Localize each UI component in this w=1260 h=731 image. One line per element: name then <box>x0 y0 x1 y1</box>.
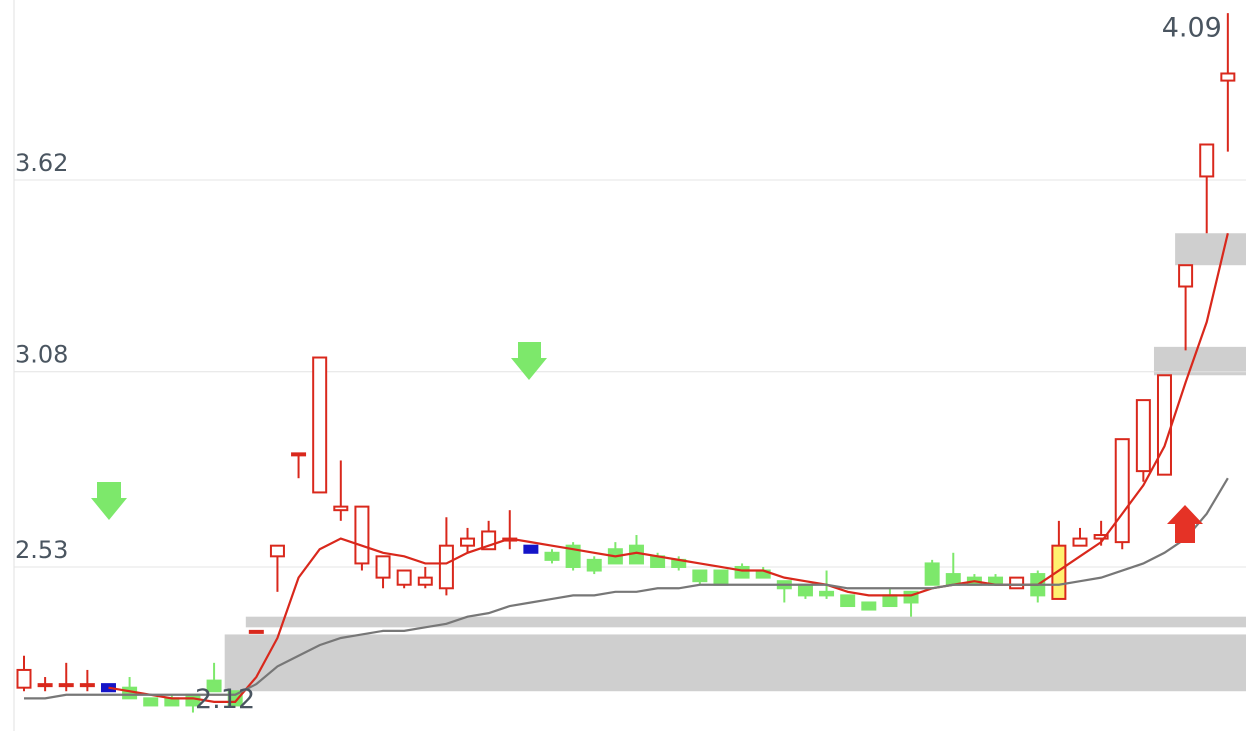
candle-body <box>1199 143 1215 178</box>
y-tick-label: 2.53 <box>15 536 68 564</box>
candle-body <box>713 569 729 586</box>
candle-body <box>79 683 95 688</box>
candle-body <box>16 668 32 689</box>
y-tick-label: 3.62 <box>15 149 68 177</box>
support-zone <box>224 634 1246 692</box>
candle-body <box>291 452 307 457</box>
support-zone <box>245 616 1246 628</box>
candle-body <box>143 697 159 707</box>
candle-body <box>924 562 940 586</box>
candle-body <box>544 551 560 561</box>
candle-body <box>206 679 222 693</box>
moving-average <box>108 232 1229 703</box>
candle-body <box>58 683 74 688</box>
candle-body <box>797 583 813 597</box>
candle-body <box>523 544 539 554</box>
candle-body <box>354 505 370 565</box>
candle-body <box>1009 576 1025 590</box>
candle-body <box>882 594 898 608</box>
candle-body <box>586 558 602 572</box>
buy-signal <box>1167 505 1203 543</box>
candle-body <box>840 594 856 608</box>
candle-body <box>903 590 919 604</box>
candle-body <box>692 569 708 583</box>
candle-body <box>312 356 328 494</box>
candle-body <box>861 601 877 611</box>
support-zone <box>1175 233 1246 266</box>
sell-signal <box>511 342 547 380</box>
candle-body <box>417 576 433 586</box>
support-zone <box>1153 346 1246 376</box>
candle-body <box>396 569 412 586</box>
candle-body <box>333 505 349 512</box>
candle-body <box>565 544 581 568</box>
candle-body <box>1220 72 1236 82</box>
candle-body <box>1114 438 1130 544</box>
y-tick-label: 3.08 <box>15 341 68 369</box>
candle-body <box>734 565 750 579</box>
candle-body <box>248 629 264 634</box>
annotation: 4.09 <box>1162 13 1222 44</box>
candle-body <box>1072 537 1088 547</box>
candle-body <box>1135 399 1151 473</box>
sell-signal <box>91 482 127 520</box>
candle-body <box>460 537 476 547</box>
candle-body <box>819 590 835 597</box>
candle-body <box>1093 534 1109 540</box>
candle-body <box>375 555 391 579</box>
candle-body <box>1156 374 1172 476</box>
candle-body <box>269 544 285 558</box>
annotation: 2.12 <box>195 684 255 715</box>
moving-average <box>24 477 1229 700</box>
candle-body <box>1178 264 1194 288</box>
candle-body <box>438 544 454 590</box>
candle-body <box>37 683 53 688</box>
